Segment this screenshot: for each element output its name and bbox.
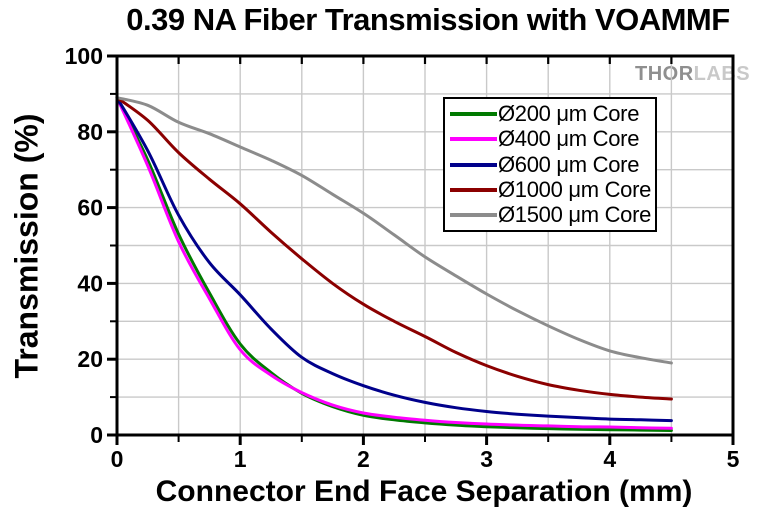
legend-row-1: Ø400 μm Core — [445, 126, 655, 151]
legend-label-0: Ø200 μm Core — [498, 100, 640, 126]
legend-label-3: Ø1000 μm Core — [498, 176, 652, 202]
x-tick-label: 3 — [480, 446, 493, 472]
legend-line-sample-4 — [450, 213, 497, 218]
curve-series-2 — [115, 96, 673, 423]
legend-label-1: Ø400 μm Core — [498, 126, 640, 152]
x-axis-title: Connector End Face Separation (mm) — [155, 475, 693, 508]
curve-series-3 — [115, 96, 673, 401]
thorlabs-logo-thor: THOR — [635, 63, 694, 85]
y-tick-label: 0 — [90, 422, 103, 448]
x-tick-label: 1 — [234, 446, 247, 472]
thorlabs-logo-labs: LABS — [693, 63, 751, 85]
y-tick-label: 80 — [77, 119, 103, 145]
legend-row-0: Ø200 μm Core — [445, 101, 655, 126]
legend-label-4: Ø1500 μm Core — [498, 202, 652, 228]
y-tick-label: 40 — [77, 270, 103, 296]
chart-title: 0.39 NA Fiber Transmission with VOAMMF — [126, 2, 730, 37]
y-tick-label: 20 — [77, 346, 103, 372]
thorlabs-logo: THORLABS — [635, 63, 750, 86]
legend-label-2: Ø600 μm Core — [498, 151, 640, 177]
curve-series-4 — [115, 96, 673, 365]
x-tick-label: 5 — [727, 446, 740, 472]
legend-box: Ø200 μm Core Ø400 μm Core Ø600 μm Core Ø100… — [443, 97, 657, 232]
x-tick-label: 2 — [357, 446, 370, 472]
legend-row-4: Ø1500 μm Core — [445, 203, 655, 228]
legend-line-sample-0 — [450, 111, 497, 116]
plot-frame — [115, 54, 735, 437]
y-tick-label: 60 — [77, 195, 103, 221]
legend-row-2: Ø600 μm Core — [445, 152, 655, 177]
curve-series-0 — [115, 96, 673, 432]
curve-series-1 — [115, 96, 673, 430]
x-tick-label: 0 — [111, 446, 124, 472]
legend-row-3: Ø1000 μm Core — [445, 177, 655, 202]
legend-line-sample-2 — [450, 162, 497, 167]
y-tick-label: 100 — [65, 43, 103, 69]
x-tick-label: 4 — [603, 446, 616, 472]
legend-line-sample-3 — [450, 187, 497, 192]
legend-line-sample-1 — [450, 137, 497, 142]
